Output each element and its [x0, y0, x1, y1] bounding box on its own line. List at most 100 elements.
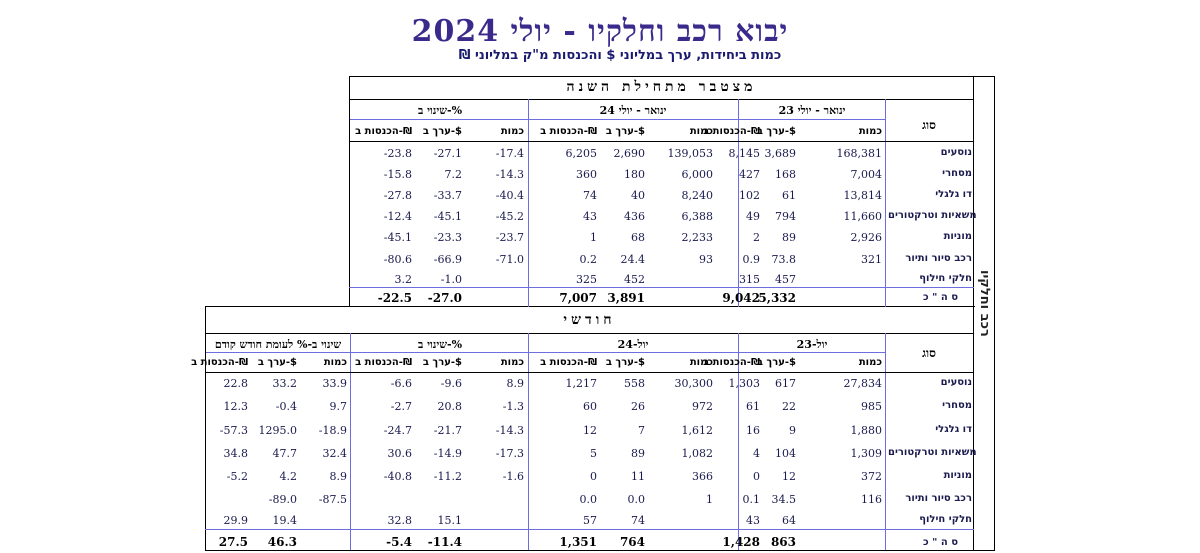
monthly-cell: 9 — [789, 424, 796, 437]
ytd-sep-0 — [885, 99, 886, 307]
monthly-cell: -2.7 — [390, 400, 412, 413]
ytd-cell: 61 — [782, 189, 796, 202]
monthly-col-header-4: ערך ב-$ — [605, 357, 645, 368]
ytd-cell: 8,145 — [728, 147, 761, 160]
ytd-cell: -17.4 — [495, 147, 524, 160]
ytd-cell: 7,004 — [850, 168, 883, 181]
monthly-cell: 1,082 — [681, 447, 714, 460]
monthly-cell: -11.2 — [433, 470, 462, 483]
monthly-cell: 4 — [753, 447, 760, 460]
ytd-cell: 452 — [624, 273, 645, 286]
monthly-sep-0 — [885, 333, 886, 550]
ytd-cell: -40.4 — [495, 189, 524, 202]
monthly-cell: -5.2 — [226, 470, 248, 483]
ytd-cell: -1.0 — [440, 273, 462, 286]
monthly-grp-line — [206, 352, 885, 353]
monthly-banner-line — [205, 333, 974, 334]
monthly-cell: 20.8 — [437, 400, 463, 413]
monthly-total-cell: -5.4 — [386, 535, 412, 549]
monthly-cell: 372 — [861, 470, 882, 483]
ytd-cell: 168,381 — [836, 147, 883, 160]
monthly-cell: -14.9 — [433, 447, 462, 460]
ytd-cell: -33.7 — [433, 189, 462, 202]
monthly-cell: 985 — [861, 400, 882, 413]
ytd-group-1: ינואר - יולי 24 — [599, 104, 667, 117]
monthly-cell: 33.2 — [272, 377, 298, 390]
ytd-cell: -80.6 — [383, 253, 412, 266]
monthly-cell: -1.3 — [502, 400, 524, 413]
monthly-cell: 1,309 — [850, 447, 883, 460]
monthly-cell: 0 — [590, 470, 597, 483]
monthly-cell: 26 — [631, 400, 645, 413]
monthly-col-header-9: כמות — [323, 357, 347, 368]
monthly-cell: 34.5 — [771, 493, 797, 506]
ytd-cell: 43 — [583, 210, 597, 223]
monthly-cell: 12 — [583, 424, 597, 437]
monthly-total-cell: 1,351 — [559, 535, 597, 549]
monthly-cell: 47.7 — [272, 447, 298, 460]
ytd-cell: 8,240 — [681, 189, 714, 202]
ytd-cell: 315 — [739, 273, 760, 286]
monthly-col-header-11: הכנסות ב-₪ — [191, 357, 248, 368]
ytd-cell: 49 — [746, 210, 760, 223]
monthly-cell: 19.4 — [272, 514, 298, 527]
monthly-cell: 0.1 — [742, 493, 761, 506]
ytd-total-cell: 7,007 — [559, 291, 597, 305]
ytd-cell: 321 — [861, 253, 882, 266]
monthly-cell: 8.9 — [329, 470, 348, 483]
monthly-cell: 64 — [782, 514, 796, 527]
monthly-cell: 558 — [624, 377, 645, 390]
monthly-cell: -87.5 — [318, 493, 347, 506]
ytd-banner-line — [349, 99, 974, 100]
ytd-head-bottom — [349, 141, 974, 142]
monthly-cell: 8.9 — [506, 377, 525, 390]
ytd-grp-line — [350, 119, 885, 120]
page-subtitle: כמות ביחידות, ערך במליוני $ והכנסות מ"ק … — [458, 48, 782, 63]
monthly-cell: 30,300 — [674, 377, 714, 390]
monthly-col-header-6: כמות — [500, 357, 524, 368]
monthly-group-0: יול-23 — [796, 338, 828, 351]
ytd-cell: 0.2 — [579, 253, 598, 266]
frame-bottom — [205, 550, 995, 551]
ytd-cell: -14.3 — [495, 168, 524, 181]
ytd-cell: 436 — [624, 210, 645, 223]
ytd-total-line — [349, 287, 974, 288]
ytd-col-header-1: ערך ב-$ — [756, 126, 796, 137]
frame-left-monthly — [205, 306, 206, 551]
monthly-row-category: נוסעים — [940, 377, 972, 388]
monthly-cell: 7 — [638, 424, 645, 437]
monthly-cell: -89.0 — [268, 493, 297, 506]
monthly-total-line — [205, 529, 974, 530]
ytd-cell: -45.2 — [495, 210, 524, 223]
ytd-cell: 6,000 — [681, 168, 714, 181]
ytd-cell: 168 — [775, 168, 796, 181]
ytd-sep-2 — [528, 99, 529, 307]
monthly-cell: 57 — [583, 514, 597, 527]
frame-top-monthly — [205, 306, 975, 307]
monthly-group-3: שינוי ב-% לעומת חודש קודם — [214, 338, 342, 351]
monthly-total-cell: 863 — [770, 535, 796, 549]
monthly-cell: 29.9 — [223, 514, 249, 527]
monthly-cell: -0.4 — [275, 400, 297, 413]
monthly-row-category: מסחרי — [942, 400, 972, 411]
ytd-cell: -27.1 — [433, 147, 462, 160]
monthly-cell: 15.1 — [437, 514, 463, 527]
monthly-cell: 1295.0 — [258, 424, 298, 437]
monthly-col-header-2: הכנסות ב-₪ — [703, 357, 760, 368]
ytd-row-category: מסחרי — [942, 168, 972, 179]
frame-left-ytd — [349, 76, 350, 307]
monthly-col-header-5: הכנסות ב-₪ — [540, 357, 597, 368]
ytd-total-cell: -27.0 — [427, 291, 462, 305]
ytd-row-category: נוסעים — [940, 147, 972, 158]
monthly-cell: 972 — [692, 400, 713, 413]
monthly-total-cell: 27.5 — [218, 535, 248, 549]
ytd-cell: 2 — [753, 231, 760, 244]
monthly-row-category: חלקי חילוף — [919, 514, 972, 525]
monthly-head-bottom — [205, 372, 974, 373]
ytd-cell: -45.1 — [383, 231, 412, 244]
ytd-cell: 6,388 — [681, 210, 714, 223]
monthly-cell: -18.9 — [318, 424, 347, 437]
monthly-row-category: משאיות וטרקטורים — [888, 447, 977, 458]
monthly-row-category: רכב סיור ותיור — [905, 493, 972, 504]
ytd-col-header-0: כמות — [858, 126, 882, 137]
